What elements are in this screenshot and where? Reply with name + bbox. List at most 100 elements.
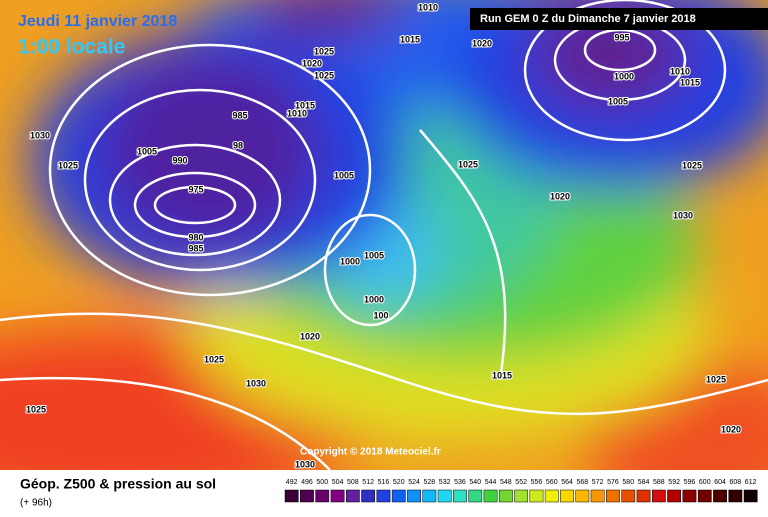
scale-label: 580 bbox=[622, 479, 634, 486]
scale-swatch bbox=[682, 489, 697, 503]
scale-label: 500 bbox=[316, 479, 328, 486]
scale-label: 572 bbox=[592, 479, 604, 486]
isobar-label: 1010 bbox=[287, 108, 307, 118]
run-box bbox=[470, 8, 768, 30]
isobar-label: 1030 bbox=[30, 130, 50, 140]
isobar-label: 1025 bbox=[458, 159, 478, 169]
scale-swatch bbox=[284, 489, 299, 503]
isobar-label: 1020 bbox=[472, 38, 492, 48]
forecast-time: 1:00 locale bbox=[18, 36, 125, 59]
scale-swatch bbox=[422, 489, 437, 503]
isobar-label: 1030 bbox=[295, 459, 315, 469]
scale-label: 544 bbox=[485, 479, 497, 486]
scale-swatch bbox=[728, 489, 743, 503]
scale-label: 516 bbox=[378, 479, 390, 486]
isobar-label: 1020 bbox=[302, 58, 322, 68]
scale-swatch bbox=[437, 489, 452, 503]
scale-label: 600 bbox=[699, 479, 711, 486]
scale-label: 556 bbox=[531, 479, 543, 486]
scale-swatch bbox=[391, 489, 406, 503]
scale-swatch bbox=[636, 489, 651, 503]
isobar-label: 1015 bbox=[400, 34, 420, 44]
scale-label: 588 bbox=[653, 479, 665, 486]
isobar-label: 98 bbox=[233, 140, 243, 150]
scale-label: 520 bbox=[393, 479, 405, 486]
scale-label: 540 bbox=[469, 479, 481, 486]
scale-label: 536 bbox=[454, 479, 466, 486]
isobar-label: 1005 bbox=[334, 170, 354, 180]
isobar-label: 990 bbox=[172, 155, 187, 165]
scale-label: 564 bbox=[561, 479, 573, 486]
scale-swatch bbox=[667, 489, 682, 503]
isobar-label: 975 bbox=[188, 184, 203, 194]
scale-label: 592 bbox=[668, 479, 680, 486]
color-scale: 492 496 500 504 508 512 516 520 524 528 532 536 540 5… bbox=[284, 479, 758, 503]
scale-label: 604 bbox=[714, 479, 726, 486]
isobar-label: 1005 bbox=[608, 96, 628, 106]
isobar-label: 1010 bbox=[418, 2, 438, 12]
scale-swatch bbox=[483, 489, 498, 503]
isobar-label: 1020 bbox=[550, 191, 570, 201]
scale-swatch bbox=[575, 489, 590, 503]
isobar-label: 985 bbox=[188, 243, 203, 253]
run-info: Run GEM 0 Z du Dimanche 7 janvier 2018 bbox=[480, 13, 696, 25]
isobar-label: 1025 bbox=[204, 354, 224, 364]
isobar-label: 995 bbox=[614, 32, 629, 42]
scale-swatch bbox=[544, 489, 559, 503]
isobar-label: 985 bbox=[232, 110, 247, 120]
isobar-label: 100 bbox=[373, 310, 388, 320]
scale-swatch bbox=[407, 489, 421, 503]
isobar-label: 1030 bbox=[673, 210, 693, 220]
scale-label: 512 bbox=[362, 479, 374, 486]
isobar-label: 980 bbox=[188, 232, 203, 242]
scale-label: 508 bbox=[347, 479, 359, 486]
isobar-label: 1015 bbox=[295, 100, 315, 110]
isobar-label: 1025 bbox=[706, 374, 726, 384]
scale-swatch bbox=[743, 489, 758, 503]
scale-label: 548 bbox=[500, 479, 512, 486]
scale-swatch bbox=[376, 489, 391, 503]
scale-swatch bbox=[651, 489, 666, 503]
scale-swatch bbox=[606, 489, 620, 503]
scale-label: 532 bbox=[439, 479, 451, 486]
scale-swatch bbox=[330, 489, 345, 503]
isobar-label: 1005 bbox=[137, 146, 157, 156]
scale-swatch bbox=[453, 489, 467, 503]
scale-label: 584 bbox=[638, 479, 650, 486]
footer-title: Géop. Z500 & pression au sol bbox=[20, 476, 216, 492]
scale-label: 552 bbox=[515, 479, 527, 486]
isobar-label: 1025 bbox=[314, 46, 334, 56]
scale-swatch bbox=[529, 489, 544, 503]
scale-swatch bbox=[498, 489, 513, 503]
isobar-label: 1030 bbox=[246, 378, 266, 388]
isobar-label: 1000 bbox=[340, 256, 360, 266]
scale-label: 568 bbox=[577, 479, 589, 486]
isobar-label: 1000 bbox=[614, 71, 634, 81]
isobar-label: 1020 bbox=[300, 331, 320, 341]
isobar-label: 1015 bbox=[680, 77, 700, 87]
scale-swatch bbox=[300, 489, 314, 503]
scale-swatch bbox=[713, 489, 727, 503]
scale-swatch bbox=[590, 489, 605, 503]
scale-swatch bbox=[361, 489, 376, 503]
isobar-label: 1015 bbox=[492, 370, 512, 380]
scale-label: 496 bbox=[301, 479, 313, 486]
scale-label: 524 bbox=[408, 479, 420, 486]
scale-swatch bbox=[514, 489, 529, 503]
scale-label: 608 bbox=[730, 479, 742, 486]
scale-swatch bbox=[621, 489, 636, 503]
isobar-label: 1025 bbox=[58, 160, 78, 170]
scale-label: 612 bbox=[745, 479, 757, 486]
copyright: Copyright © 2018 Meteociel.fr bbox=[300, 447, 441, 458]
scale-swatch bbox=[468, 489, 483, 503]
forecast-date: Jeudi 11 janvier 2018 bbox=[18, 13, 177, 30]
isobar-label: 1025 bbox=[682, 160, 702, 170]
scale-swatch bbox=[560, 489, 574, 503]
scale-label: 504 bbox=[332, 479, 344, 486]
scale-label: 492 bbox=[286, 479, 298, 486]
scale-swatch bbox=[697, 489, 712, 503]
scale-swatch bbox=[345, 489, 360, 503]
isobar-label: 1005 bbox=[364, 250, 384, 260]
